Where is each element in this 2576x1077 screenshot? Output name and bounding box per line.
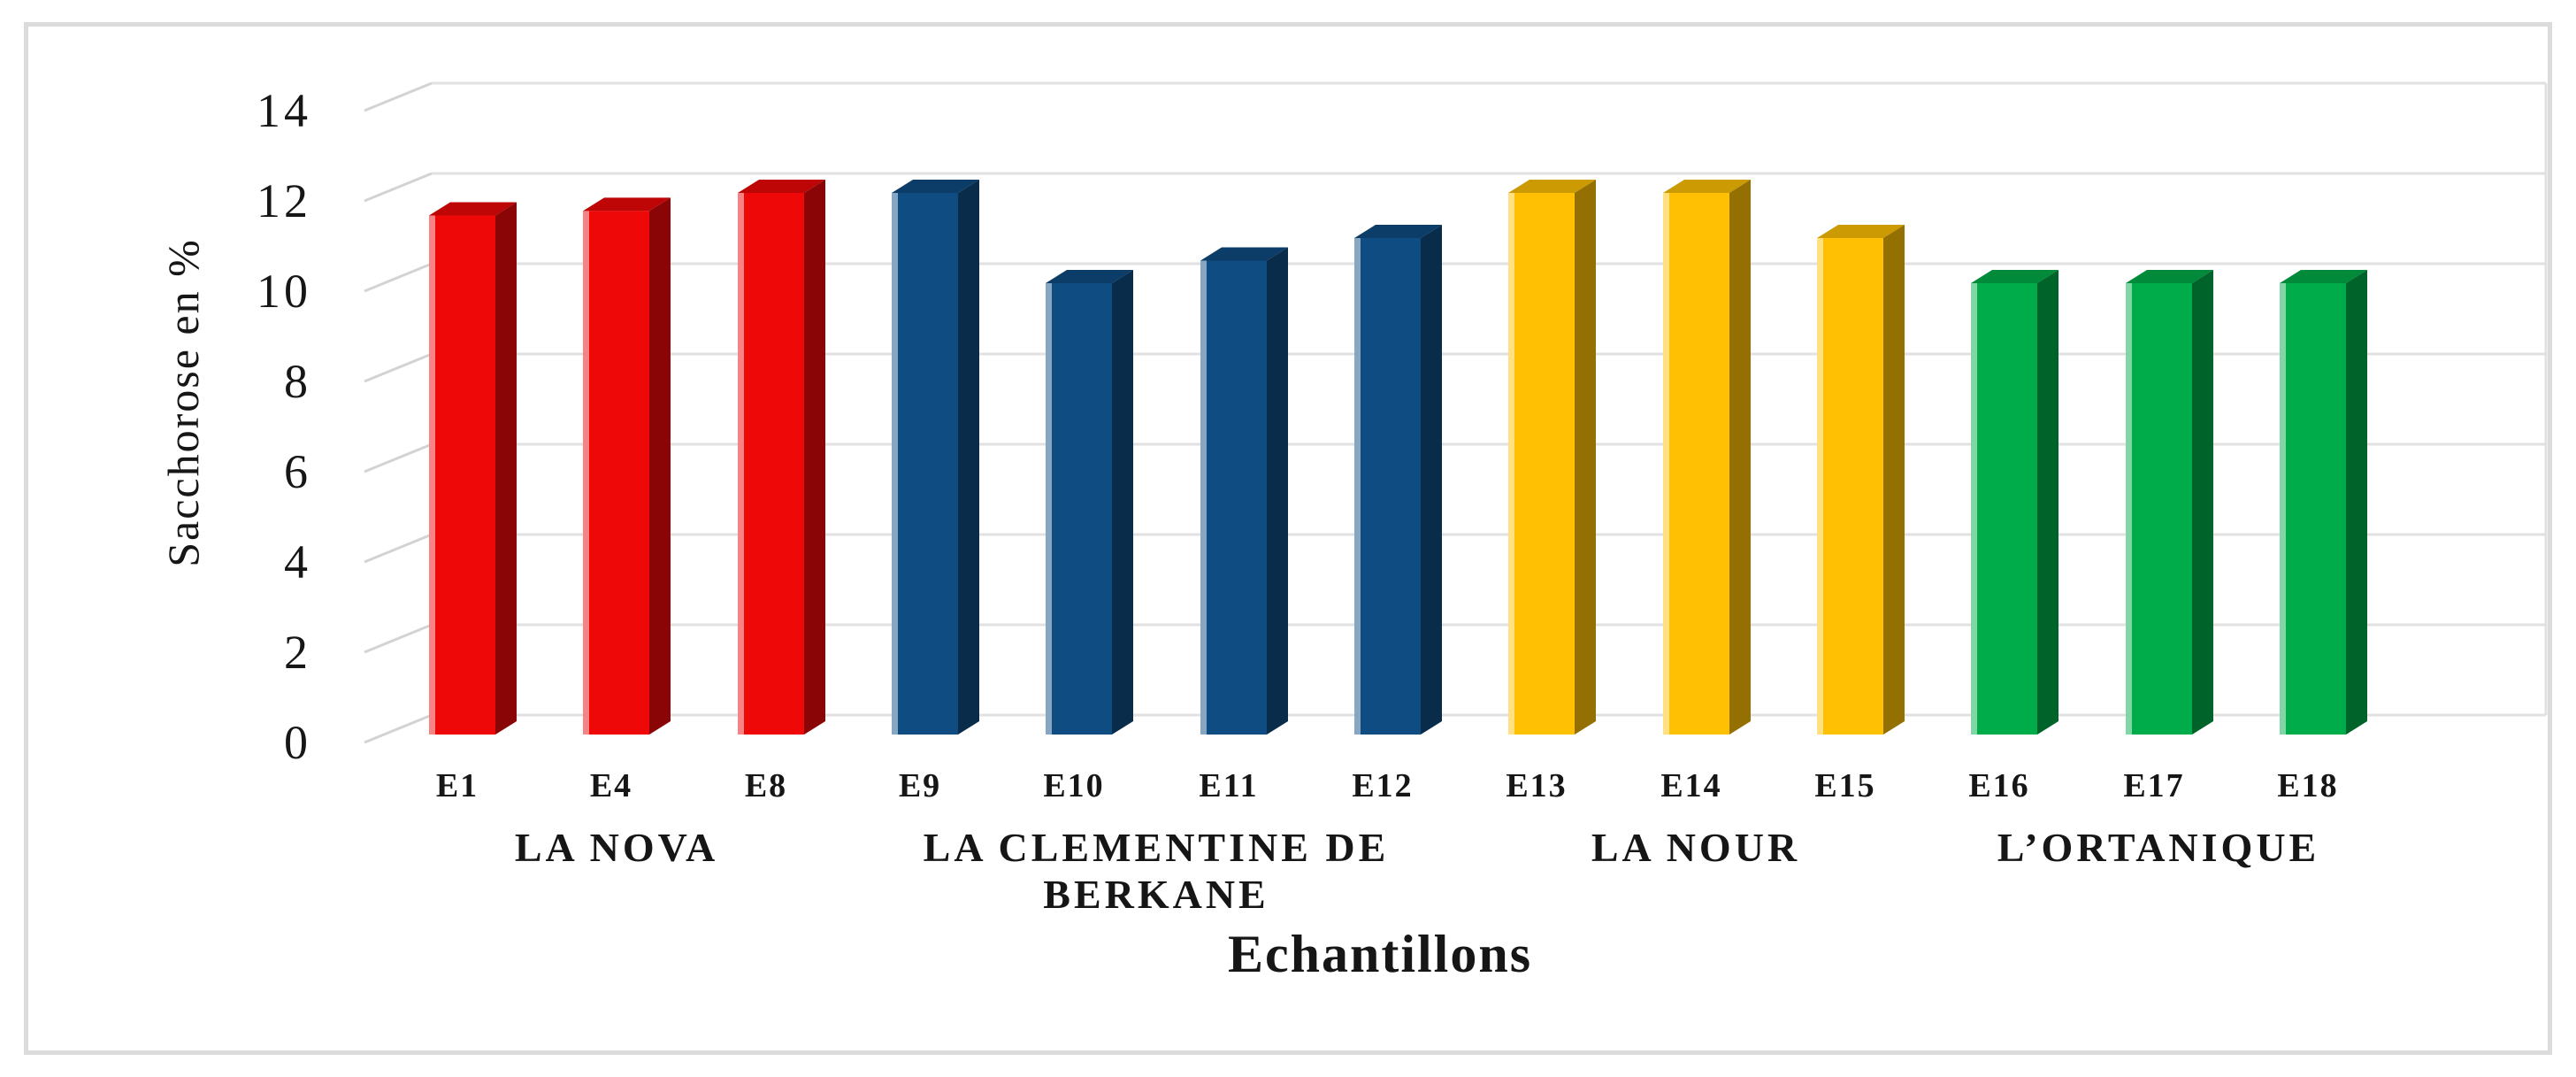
x-group-label: LA NOVA xyxy=(514,825,719,870)
x-group-label: LA CLEMENTINE DE xyxy=(923,825,1390,870)
y-tick-label: 4 xyxy=(284,535,311,589)
y-axis-tick xyxy=(364,172,433,203)
x-category-label: E13 xyxy=(1506,767,1568,804)
bar-E18 xyxy=(2280,270,2367,735)
y-axis-tick xyxy=(364,442,433,473)
bar-E16 xyxy=(1971,270,2058,735)
x-group-label: LA NOUR xyxy=(1591,825,1801,870)
x-category-label: E4 xyxy=(589,767,633,804)
bar-E1 xyxy=(429,202,517,735)
bar-E4 xyxy=(583,197,671,735)
x-category-label: E14 xyxy=(1660,767,1722,804)
x-category-label: E10 xyxy=(1043,767,1105,804)
bar-E10 xyxy=(1046,270,1133,735)
y-tick-label: 0 xyxy=(284,716,311,769)
chart-frame xyxy=(24,22,2552,1055)
y-tick-label: 2 xyxy=(284,626,311,679)
x-category-label: E9 xyxy=(898,767,942,804)
bar-E14 xyxy=(1663,180,1751,735)
bar-E15 xyxy=(1817,225,1905,735)
y-axis-tick xyxy=(364,262,433,293)
y-axis-title: Sacchorose en % xyxy=(158,238,208,567)
bar-E12 xyxy=(1354,225,1442,735)
bar-E11 xyxy=(1200,247,1288,735)
y-tick-label: 8 xyxy=(284,355,311,408)
y-tick-label: 14 xyxy=(257,84,311,137)
x-category-label: E17 xyxy=(2123,767,2185,804)
y-axis-tick xyxy=(364,713,433,744)
x-category-label: E1 xyxy=(435,767,479,804)
x-category-label: E16 xyxy=(1968,767,2030,804)
bar-E9 xyxy=(892,180,979,735)
bar-E8 xyxy=(738,180,825,735)
x-group-label: L’ORTANIQUE xyxy=(1997,825,2320,870)
x-axis-title: Echantillons xyxy=(1227,925,1533,983)
y-tick-label: 10 xyxy=(257,265,311,318)
x-category-label: E8 xyxy=(744,767,788,804)
x-category-label: E11 xyxy=(1199,767,1259,804)
x-category-label: E18 xyxy=(2277,767,2339,804)
x-category-label: E12 xyxy=(1352,767,1414,804)
bar-E17 xyxy=(2126,270,2213,735)
y-axis-tick xyxy=(364,533,433,564)
y-axis-tick xyxy=(364,623,433,654)
y-axis-tick xyxy=(364,352,433,383)
x-category-label: E15 xyxy=(1814,767,1876,804)
y-tick-label: 6 xyxy=(284,445,311,498)
y-axis-tick xyxy=(364,81,433,112)
y-tick-label: 12 xyxy=(257,174,311,227)
x-group-label: BERKANE xyxy=(1043,872,1269,917)
bar-E13 xyxy=(1508,180,1596,735)
